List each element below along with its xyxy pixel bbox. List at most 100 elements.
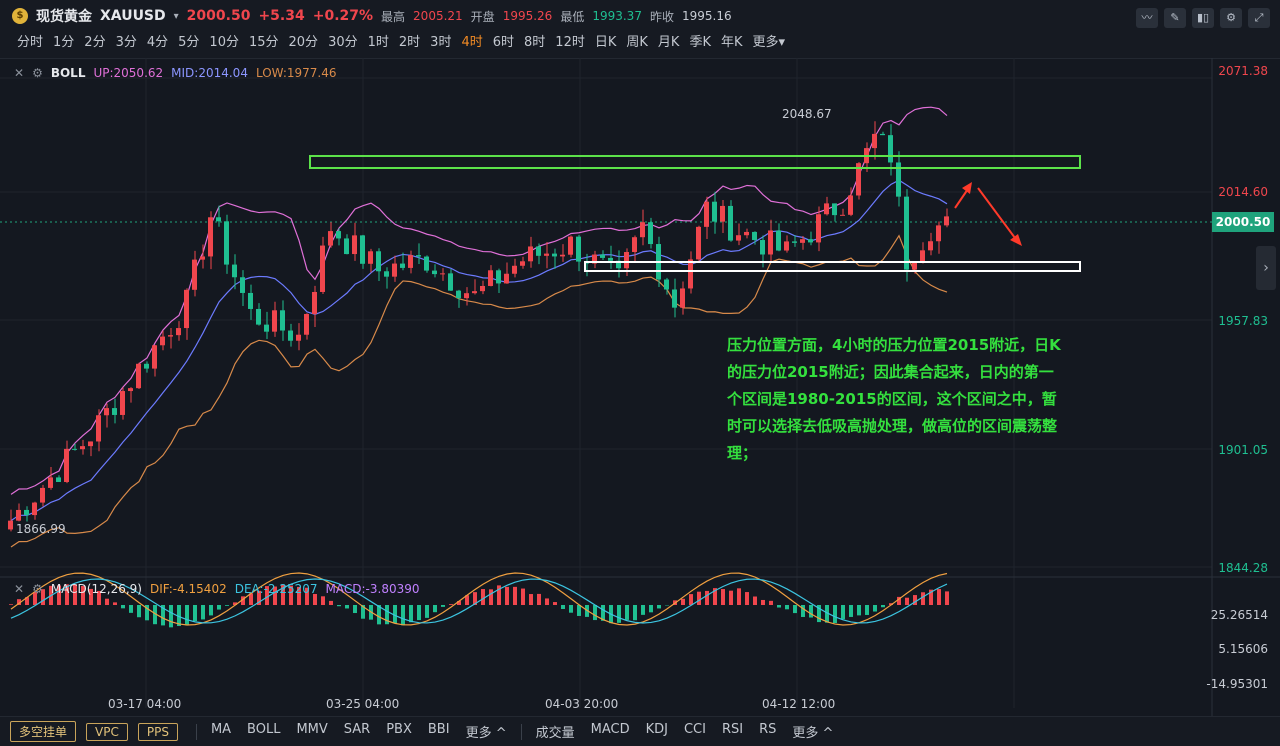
indicator-tab[interactable]: PBX xyxy=(378,722,420,741)
indicator-tab[interactable]: SAR xyxy=(336,722,378,741)
tab-timeframe[interactable]: 年K xyxy=(716,34,748,52)
candle-body xyxy=(632,237,637,252)
indicator-tab[interactable]: 更多 ^ xyxy=(784,722,841,741)
candle-body xyxy=(384,271,389,276)
candle-body xyxy=(496,270,501,283)
candle-body xyxy=(160,337,165,346)
settings-icon[interactable]: ⚙ xyxy=(1220,8,1242,28)
tab-timeframe[interactable]: 季K xyxy=(684,34,716,52)
macd-histogram-bar xyxy=(521,589,525,605)
price-tick: 2014.60 xyxy=(1218,185,1268,199)
macd-histogram-bar xyxy=(545,598,549,605)
tab-timeframe[interactable]: 4分 xyxy=(142,34,173,52)
indicator-tab[interactable]: 更多 ^ xyxy=(458,722,515,741)
candle-body xyxy=(504,274,509,284)
long-short-orders-button[interactable]: 多空挂单 xyxy=(10,721,76,742)
tab-timeframe[interactable]: 15分 xyxy=(244,34,284,52)
candle-body xyxy=(208,217,213,256)
tab-timeframe[interactable]: 5分 xyxy=(173,34,204,52)
indicator-tab[interactable]: CCI xyxy=(676,722,714,741)
candle-body xyxy=(280,310,285,330)
price-change-pct: +0.27% xyxy=(313,8,373,24)
candle-body xyxy=(232,265,237,278)
chevron-down-icon[interactable]: ▾ xyxy=(174,11,179,22)
tab-timeframe[interactable]: 4时 xyxy=(456,34,487,52)
candle-body xyxy=(664,280,669,290)
candle-body xyxy=(336,231,341,238)
tab-timeframe[interactable]: 月K xyxy=(653,34,685,52)
tab-timeframe[interactable]: 6时 xyxy=(488,34,519,52)
tab-timeframe[interactable]: 20分 xyxy=(284,34,324,52)
indicator-tab[interactable]: KDJ xyxy=(638,722,676,741)
low-value: 1993.37 xyxy=(592,9,642,23)
tab-timeframe[interactable]: 日K xyxy=(590,34,622,52)
tab-timeframe[interactable]: 周K xyxy=(621,34,653,52)
tab-timeframe[interactable]: 分时 xyxy=(12,34,48,52)
divider xyxy=(521,724,522,740)
fullscreen-icon[interactable]: ⤢ xyxy=(1248,8,1270,28)
draw-icon[interactable]: ✎ xyxy=(1164,8,1186,28)
indicator-tab[interactable]: BOLL xyxy=(239,722,288,741)
candle-body xyxy=(464,293,469,298)
indicator-tab[interactable]: MA xyxy=(203,722,239,741)
candle-body xyxy=(944,216,949,225)
macd-histogram-bar xyxy=(169,605,173,627)
macd-histogram-bar xyxy=(137,605,141,617)
candle-body xyxy=(768,230,773,254)
indicator-tab[interactable]: MMV xyxy=(288,722,335,741)
close-icon[interactable]: ✕ xyxy=(14,66,24,80)
symbol-code[interactable]: XAUUSD xyxy=(100,8,166,24)
chart-style-icon[interactable]: 〰 xyxy=(1136,8,1158,28)
close-icon[interactable]: ✕ xyxy=(14,582,24,596)
indicator-tab[interactable]: RSI xyxy=(714,722,751,741)
tab-timeframe[interactable]: 3时 xyxy=(425,34,456,52)
zone-boxes xyxy=(310,156,1080,271)
candle-body xyxy=(360,235,365,263)
time-tick: 04-03 20:00 xyxy=(545,697,618,711)
price-axis: 2071.38 2014.60 1957.83 1901.05 1844.28 xyxy=(1212,58,1280,578)
tab-timeframe[interactable]: 30分 xyxy=(323,34,363,52)
pps-button[interactable]: PPS xyxy=(138,723,178,741)
tab-timeframe[interactable]: 更多▾ xyxy=(748,34,791,52)
chevron-right-icon[interactable]: › xyxy=(1256,246,1276,290)
tab-timeframe[interactable]: 8时 xyxy=(519,34,550,52)
indicator-tab[interactable]: MACD xyxy=(583,722,638,741)
candle-body xyxy=(728,206,733,241)
boll-name: BOLL xyxy=(51,66,86,80)
candle-type-icon[interactable]: ▮▯ xyxy=(1192,8,1214,28)
candle-body xyxy=(720,206,725,222)
symbol-name[interactable]: 现货黄金 xyxy=(36,6,92,26)
indicator-tab[interactable]: RS xyxy=(751,722,784,741)
candle-body xyxy=(368,251,373,264)
macd-histogram-bar xyxy=(105,599,109,605)
settings-icon[interactable]: ⚙ xyxy=(32,66,43,80)
indicator-tab[interactable]: BBI xyxy=(420,722,458,741)
tab-timeframe[interactable]: 3分 xyxy=(111,34,142,52)
macd-histogram-bar xyxy=(641,605,645,615)
chart-canvas[interactable] xyxy=(0,58,1280,716)
macd-histogram-bar xyxy=(529,594,533,605)
indicator-tab[interactable]: 成交量 xyxy=(528,722,583,741)
tab-timeframe[interactable]: 12时 xyxy=(550,34,590,52)
candle-body xyxy=(168,335,173,336)
vpc-button[interactable]: VPC xyxy=(86,723,128,741)
candle-body xyxy=(56,477,61,482)
macd-histogram-bar xyxy=(441,605,445,607)
candle-body xyxy=(800,239,805,243)
tab-timeframe[interactable]: 1时 xyxy=(363,34,394,52)
macd-legend: ✕ ⚙ MACD(12,26,9) DIF:-4.15402 DEA:-2.25… xyxy=(14,582,420,596)
candle-body xyxy=(560,255,565,257)
candle-body xyxy=(520,261,525,265)
macd-histogram-bar xyxy=(481,589,485,605)
macd-histogram-bar xyxy=(617,605,621,623)
settings-icon[interactable]: ⚙ xyxy=(32,582,43,596)
candle-body xyxy=(576,237,581,262)
high-value: 2005.21 xyxy=(413,9,463,23)
tab-timeframe[interactable]: 1分 xyxy=(48,34,79,52)
tab-timeframe[interactable]: 2分 xyxy=(79,34,110,52)
candle-body xyxy=(832,203,837,215)
tab-timeframe[interactable]: 2时 xyxy=(394,34,425,52)
tab-timeframe[interactable]: 10分 xyxy=(204,34,244,52)
macd-histogram-bar xyxy=(793,605,797,613)
